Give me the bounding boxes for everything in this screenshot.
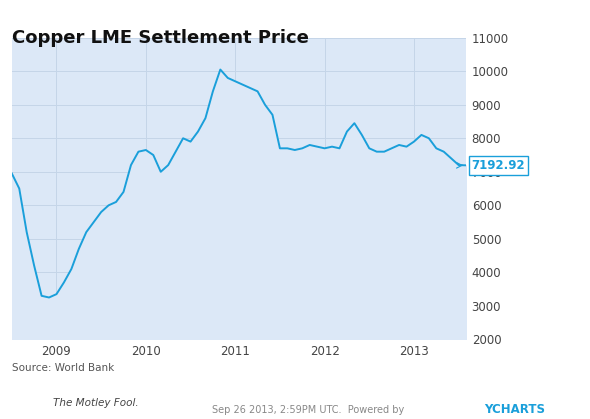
- Text: 7192.92: 7192.92: [471, 159, 525, 172]
- Text: Source: World Bank: Source: World Bank: [12, 363, 114, 373]
- Text: Sep 26 2013, 2:59PM UTC.  Powered by: Sep 26 2013, 2:59PM UTC. Powered by: [212, 405, 405, 415]
- Text: Copper LME Settlement Price: Copper LME Settlement Price: [12, 29, 309, 47]
- Text: The Motley Fool.: The Motley Fool.: [53, 398, 139, 409]
- Text: YCHARTS: YCHARTS: [484, 403, 545, 416]
